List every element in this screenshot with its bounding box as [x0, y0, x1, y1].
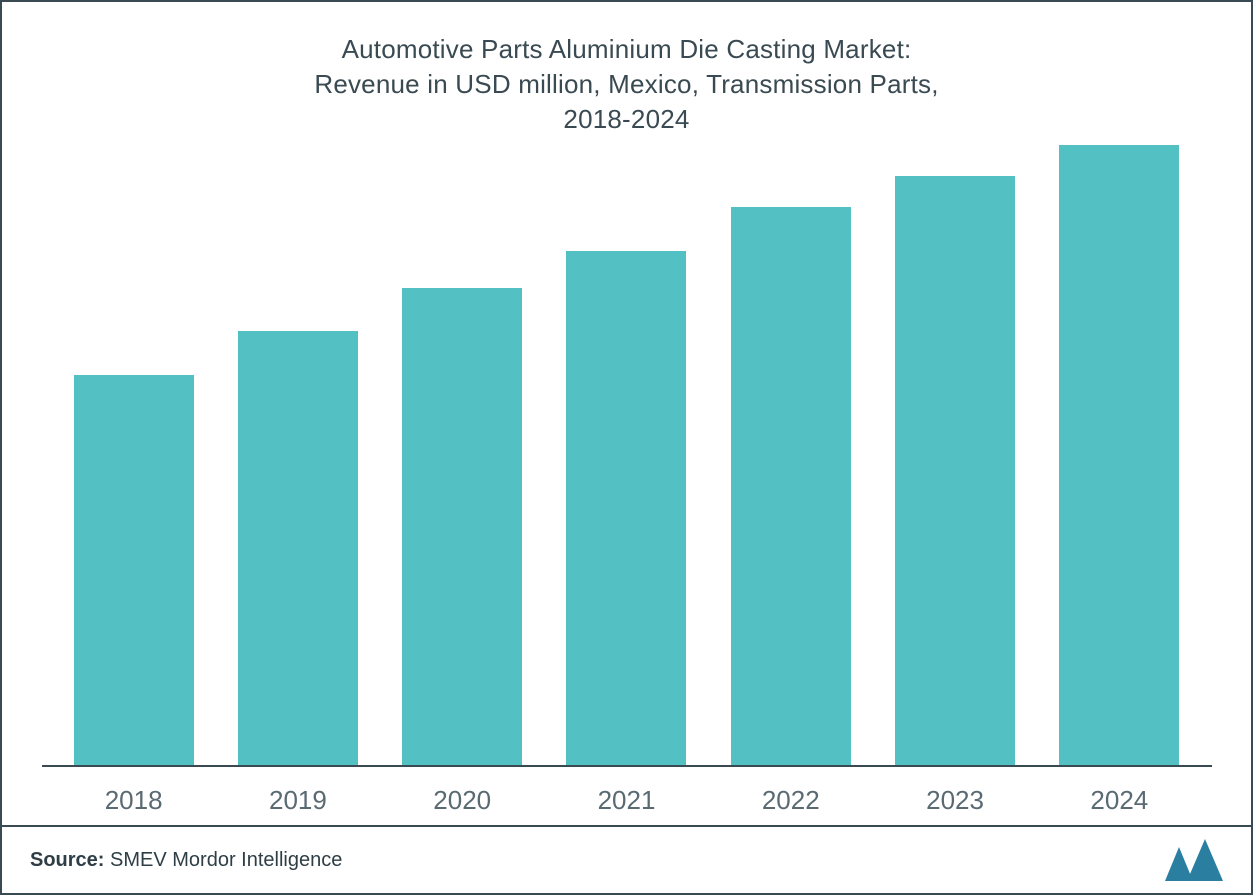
chart-container: Automotive Parts Aluminium Die Casting M… [0, 0, 1253, 895]
x-label-2021: 2021 [566, 785, 686, 816]
x-axis: 2018 2019 2020 2021 2022 2023 2024 [42, 767, 1212, 816]
bar-2018 [74, 375, 194, 766]
mordor-logo-icon [1165, 839, 1223, 881]
chart-title: Automotive Parts Aluminium Die Casting M… [32, 32, 1221, 137]
bar-2022 [731, 207, 851, 765]
source-line: Source: SMEV Mordor Intelligence [30, 849, 342, 872]
title-line-1: Automotive Parts Aluminium Die Casting M… [32, 32, 1221, 67]
bar-2023 [895, 176, 1015, 765]
source-label: Source: [30, 849, 104, 871]
plot-area [42, 147, 1212, 767]
x-label-2018: 2018 [74, 785, 194, 816]
bar-2024 [1059, 145, 1179, 765]
title-line-3: 2018-2024 [32, 102, 1221, 137]
x-label-2022: 2022 [731, 785, 851, 816]
bar-2019 [238, 331, 358, 765]
bar-2020 [402, 288, 522, 765]
x-label-2020: 2020 [402, 785, 522, 816]
title-line-2: Revenue in USD million, Mexico, Transmis… [32, 67, 1221, 102]
x-label-2024: 2024 [1059, 785, 1179, 816]
chart-footer: Source: SMEV Mordor Intelligence [2, 825, 1251, 893]
x-label-2023: 2023 [895, 785, 1015, 816]
bar-2021 [566, 251, 686, 766]
source-value: SMEV Mordor Intelligence [110, 849, 342, 871]
x-label-2019: 2019 [238, 785, 358, 816]
